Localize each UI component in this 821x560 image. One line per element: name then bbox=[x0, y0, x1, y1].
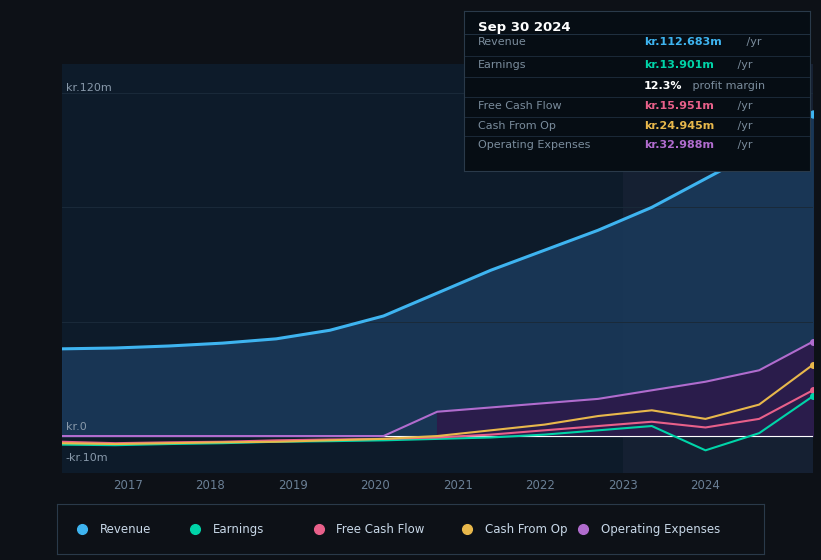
Text: /yr: /yr bbox=[734, 101, 753, 110]
Text: Operating Expenses: Operating Expenses bbox=[478, 141, 590, 151]
Text: /yr: /yr bbox=[734, 141, 753, 151]
Bar bbox=[623, 64, 813, 473]
Text: Sep 30 2024: Sep 30 2024 bbox=[478, 21, 571, 34]
Text: kr.15.951m: kr.15.951m bbox=[644, 101, 714, 110]
Text: kr.32.988m: kr.32.988m bbox=[644, 141, 714, 151]
Text: Cash From Op: Cash From Op bbox=[484, 522, 567, 536]
Text: Earnings: Earnings bbox=[213, 522, 264, 536]
Text: /yr: /yr bbox=[734, 60, 753, 70]
Text: -kr.10m: -kr.10m bbox=[66, 453, 108, 463]
Text: kr.112.683m: kr.112.683m bbox=[644, 37, 722, 46]
Text: Free Cash Flow: Free Cash Flow bbox=[337, 522, 424, 536]
Text: profit margin: profit margin bbox=[689, 81, 765, 91]
Text: kr.0: kr.0 bbox=[66, 422, 86, 432]
Text: Operating Expenses: Operating Expenses bbox=[601, 522, 720, 536]
Text: /yr: /yr bbox=[734, 120, 753, 130]
Text: Earnings: Earnings bbox=[478, 60, 526, 70]
Text: Cash From Op: Cash From Op bbox=[478, 120, 556, 130]
Text: Free Cash Flow: Free Cash Flow bbox=[478, 101, 562, 110]
Text: Revenue: Revenue bbox=[100, 522, 151, 536]
Text: kr.24.945m: kr.24.945m bbox=[644, 120, 714, 130]
Text: kr.120m: kr.120m bbox=[66, 83, 112, 93]
Text: 12.3%: 12.3% bbox=[644, 81, 682, 91]
Text: kr.13.901m: kr.13.901m bbox=[644, 60, 714, 70]
Text: Revenue: Revenue bbox=[478, 37, 526, 46]
Text: /yr: /yr bbox=[743, 37, 762, 46]
